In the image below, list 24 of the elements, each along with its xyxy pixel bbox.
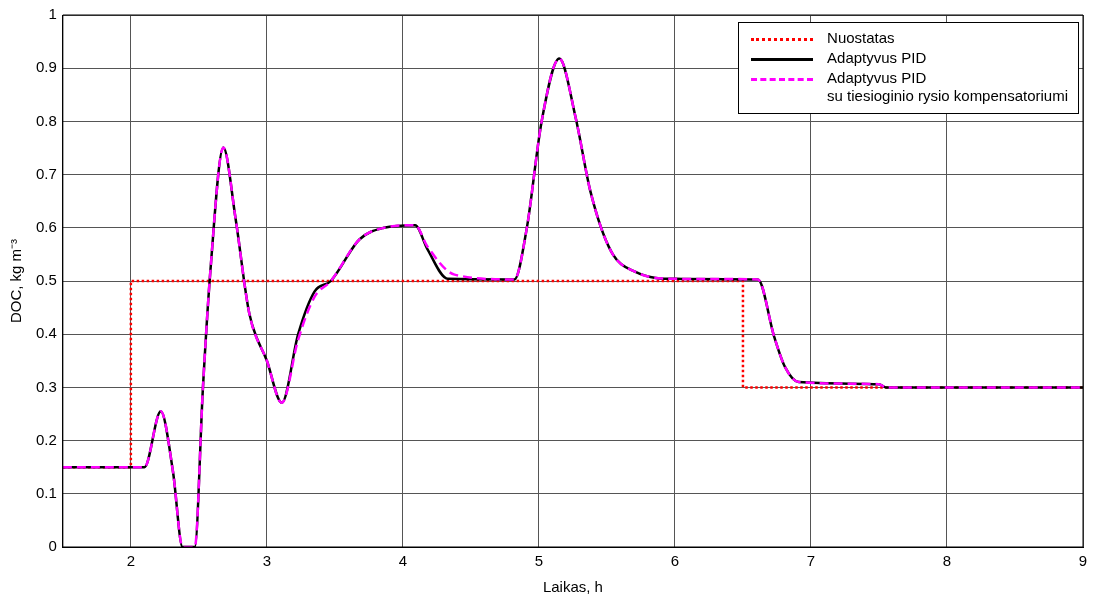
y-tick-label: 0.5	[35, 271, 57, 289]
x-axis-title: Laikas, h	[542, 578, 603, 596]
y-tick-label: 0.9	[35, 58, 57, 76]
legend-label: Adaptyvus PID su tiesioginio rysio kompensatoriumi	[827, 69, 1068, 105]
x-tick-label: 2	[126, 552, 136, 570]
y-axis-title: DOC, kg m⁻³	[7, 238, 25, 324]
y-tick-label: 1	[48, 5, 57, 23]
y-tick-label: 0.3	[35, 377, 57, 395]
x-tick-label: 7	[806, 552, 816, 570]
y-tick-label: 0.7	[35, 164, 57, 182]
x-tick-label: 6	[670, 552, 680, 570]
y-tick-label: 0.2	[35, 430, 57, 448]
y-tick-label: 0.8	[35, 111, 57, 129]
x-tick-label: 9	[1078, 552, 1088, 570]
x-tick-label: 3	[262, 552, 272, 570]
legend-label: Nuostatas	[827, 29, 895, 47]
y-tick-label: 0.1	[35, 483, 57, 501]
x-tick-label: 4	[398, 552, 408, 570]
y-tick-label: 0.4	[35, 324, 57, 342]
x-tick-label: 8	[942, 552, 952, 570]
y-tick-label: 0	[48, 537, 57, 555]
legend-label: Adaptyvus PID	[827, 49, 927, 67]
y-tick-label: 0.6	[35, 217, 57, 235]
x-tick-label: 5	[534, 552, 544, 570]
